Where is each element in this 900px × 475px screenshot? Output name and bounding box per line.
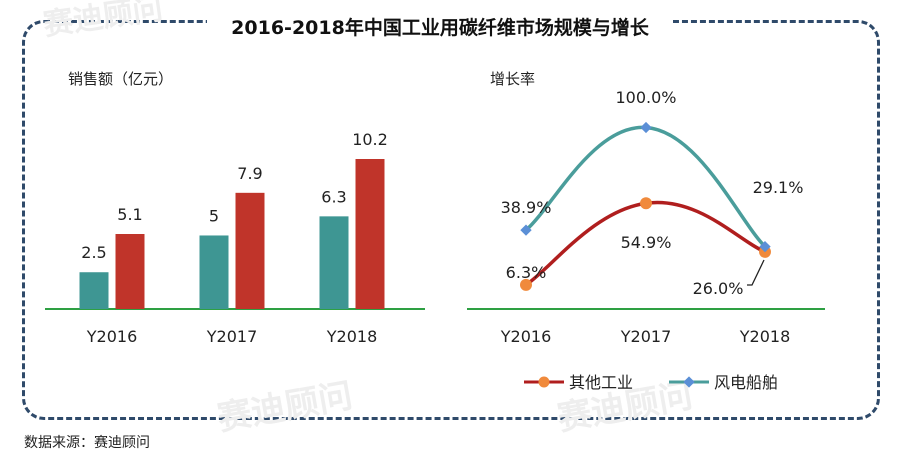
bar-x-tick-label: Y2017 — [206, 327, 258, 346]
line-x-tick-label: Y2018 — [739, 327, 791, 346]
bar-value-label: 10.2 — [352, 130, 388, 149]
line-x-tick-label: Y2016 — [500, 327, 552, 346]
line-data-label: 100.0% — [615, 88, 676, 107]
bar-x-tick-label: Y2016 — [86, 327, 138, 346]
line-point — [520, 278, 532, 291]
bar-y2017-series-2 — [235, 192, 265, 309]
bar-y-axis-label: 销售额（亿元） — [68, 70, 174, 88]
line-data-label: 54.9% — [621, 233, 672, 252]
line-data-label: 38.9% — [501, 198, 552, 217]
line-chart: 6.3% 54.9% 26.0% 38.9% 100.0% 29.1% Y2016 Y2017… — [467, 88, 825, 346]
legend-label: 风电船舶 — [714, 373, 778, 392]
bar-value-label: 5.1 — [117, 205, 142, 224]
line-y-axis-label: 增长率 — [490, 70, 536, 88]
line-data-label: 29.1% — [753, 178, 804, 197]
bar-value-label: 7.9 — [237, 164, 262, 183]
line-point — [640, 121, 652, 134]
line-legend: 其他工业 风电船舶 — [524, 373, 778, 392]
bar-y2016-series-1 — [79, 272, 109, 309]
line-x-tick-label: Y2017 — [620, 327, 672, 346]
line-data-label: 26.0% — [693, 279, 744, 298]
line-point — [759, 240, 771, 253]
line-data-label: 6.3% — [506, 263, 547, 282]
line-point — [640, 197, 652, 210]
source-note: 数据来源：赛迪顾问 — [24, 435, 150, 451]
bar-value-label: 6.3 — [321, 187, 346, 206]
bar-y2018-series-1 — [319, 216, 349, 309]
legend-label: 其他工业 — [569, 373, 633, 392]
leader-line-26-label — [747, 259, 765, 286]
bar-y2016-series-2 — [115, 234, 145, 309]
bar-y2017-series-1 — [199, 235, 229, 309]
legend-marker — [538, 376, 550, 388]
chart-title: 2016-2018年中国工业用碳纤维市场规模与增长 — [231, 16, 649, 39]
bar-value-label: 5 — [209, 206, 219, 225]
svg-text:赛迪顾问: 赛迪顾问 — [215, 376, 356, 439]
bar-value-label: 2.5 — [81, 243, 106, 262]
bar-y2018-series-2 — [355, 159, 385, 309]
legend-marker — [683, 376, 695, 388]
bar-chart: 2.5 5.1 Y2016 5 7.9 Y2017 6.3 10.2 Y2018 — [45, 130, 425, 346]
title-box: 2016-2018年中国工业用碳纤维市场规模与增长 — [207, 9, 673, 43]
svg-text:赛迪顾问: 赛迪顾问 — [41, 0, 165, 43]
line-point — [520, 224, 532, 236]
bar-x-tick-label: Y2018 — [326, 327, 378, 346]
